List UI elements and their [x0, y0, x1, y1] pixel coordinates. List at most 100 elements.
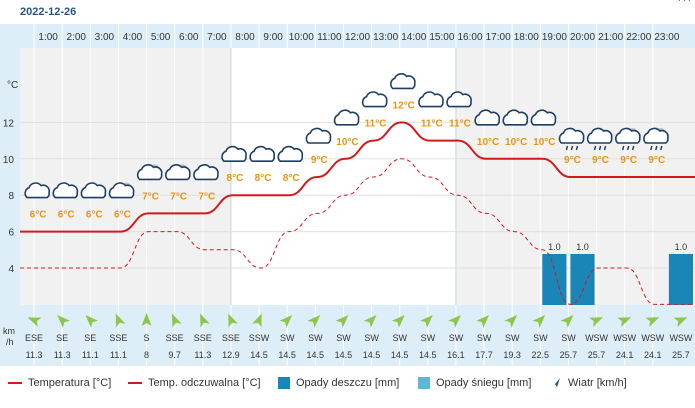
cloud-icon	[277, 145, 304, 162]
hour-label: 21:00	[598, 32, 623, 43]
legend-temperature-label: Temperatura [°C]	[28, 377, 112, 389]
wind-direction: WSW	[585, 333, 608, 343]
wind-speed: 14.5	[307, 350, 325, 360]
hour-label: 22:00	[626, 32, 651, 43]
hour-label: 19:00	[542, 32, 567, 43]
wind-arrow-icon	[171, 313, 182, 328]
wind-speed: 16.1	[447, 350, 465, 360]
y-tick-label: 8	[8, 191, 14, 202]
night-rain-icon	[643, 127, 669, 151]
legend-wind: Wiatr [km/h]	[550, 374, 627, 392]
wind-speed: 25.7	[588, 350, 606, 360]
wind-arrow-icon	[448, 315, 461, 328]
wind-arrow-icon	[252, 313, 262, 328]
temperature-label: 10°C	[477, 137, 499, 148]
wind-speed: 17.7	[475, 350, 493, 360]
rain-bar-label: 1.0	[576, 242, 589, 252]
hour-label: 20:00	[570, 32, 595, 43]
legend-temperature-swatch	[8, 382, 22, 384]
wind-speed: 14.5	[363, 350, 381, 360]
wind-arrow-icon	[532, 315, 546, 328]
wind-direction: SSE	[109, 333, 127, 343]
wind-direction: SW	[477, 333, 492, 343]
wind-speed: 24.1	[616, 350, 634, 360]
hour-label: 23:00	[654, 32, 679, 43]
hour-label: 4:00	[123, 32, 143, 43]
night-partly-cloudy-icon	[165, 164, 191, 181]
wind-speed: 11.1	[110, 350, 127, 360]
wind-direction: SW	[364, 333, 379, 343]
feels-like-line	[20, 158, 695, 305]
wind-direction: SW	[449, 333, 464, 343]
temperature-label: 10°C	[505, 137, 527, 148]
rain-cloud-icon	[558, 127, 585, 151]
rain-bar	[570, 254, 595, 305]
wind-unit: /h	[6, 337, 14, 347]
y-tick-label: 6	[8, 228, 14, 239]
cloud-icon	[249, 145, 276, 162]
wind-arrow-icon	[617, 317, 632, 327]
cloud-icon	[530, 109, 557, 126]
legend-rain-label: Opady deszczu [mm]	[296, 377, 400, 389]
cloud-icon	[502, 109, 529, 126]
cloud-icon	[333, 109, 360, 126]
night-partly-cloudy-icon	[108, 182, 135, 199]
hour-label: 11:00	[317, 32, 342, 43]
hour-label: 14:00	[401, 32, 426, 43]
temperature-label: 9°C	[311, 155, 328, 166]
temperature-line	[19, 121, 695, 233]
cloud-icon	[305, 127, 332, 144]
rain-bar-label: 1.0	[548, 242, 561, 252]
wind-direction: WSW	[641, 333, 664, 343]
temperature-label: 10°C	[533, 137, 555, 148]
wind-arrow-icon	[476, 315, 490, 328]
wind-arrow-icon	[504, 315, 518, 328]
legend-snow-label: Opady śniegu [mm]	[436, 377, 532, 389]
wind-direction: SE	[84, 333, 96, 343]
wind-speed: 11.3	[54, 350, 71, 360]
wind-speed: 19.3	[503, 350, 521, 360]
wind-direction: SW	[336, 333, 351, 343]
wind-arrow-icon	[228, 313, 238, 328]
temperature-label: 7°C	[142, 191, 159, 202]
hour-label: 9:00	[263, 32, 283, 43]
temperature-label: 7°C	[170, 191, 187, 202]
temperature-label: 9°C	[592, 155, 609, 166]
wind-speed: 14.5	[419, 350, 437, 360]
temperature-label: 6°C	[58, 210, 75, 221]
hour-label: 10:00	[289, 32, 314, 43]
wind-direction: SE	[56, 333, 68, 343]
hour-label: 7:00	[207, 32, 227, 43]
temperature-label: 11°C	[365, 119, 387, 130]
rain-cloud-icon	[586, 127, 613, 151]
forecast-date: 2022-12-26	[20, 6, 77, 18]
wind-direction: SSE	[222, 333, 240, 343]
hour-label: 5:00	[151, 32, 171, 43]
temperature-label: 11°C	[421, 119, 443, 130]
wind-speed: 14.5	[250, 350, 268, 360]
legend-wind-arrow-icon	[552, 378, 560, 388]
y-axis-unit: °C	[7, 80, 18, 91]
wind-unit: km	[3, 326, 15, 336]
wind-arrow-icon	[115, 313, 126, 328]
cloud-icon	[193, 164, 219, 181]
temperature-label: 8°C	[283, 173, 300, 184]
legend-rain: Opady deszczu [mm]	[278, 374, 399, 392]
cloud-icon	[446, 91, 472, 108]
wind-direction: SW	[280, 333, 295, 343]
wind-direction: WSW	[613, 333, 636, 343]
y-tick-label: 10	[3, 155, 15, 166]
temperature-label: 11°C	[449, 119, 471, 130]
legend-snow: Opady śniegu [mm]	[418, 374, 531, 392]
wind-speed: 25.7	[672, 350, 690, 360]
cloud-icon	[474, 109, 501, 126]
wind-speed: 14.5	[335, 350, 353, 360]
wind-direction: SW	[421, 333, 436, 343]
wind-arrow-icon	[85, 315, 99, 328]
hour-label: 8:00	[235, 32, 255, 43]
wind-arrow-icon	[57, 315, 70, 328]
wind-arrow-icon	[589, 317, 604, 327]
wind-speed: 11.3	[194, 350, 211, 360]
legend-wind-label: Wiatr [km/h]	[568, 377, 627, 389]
temperature-label: 6°C	[114, 210, 131, 221]
